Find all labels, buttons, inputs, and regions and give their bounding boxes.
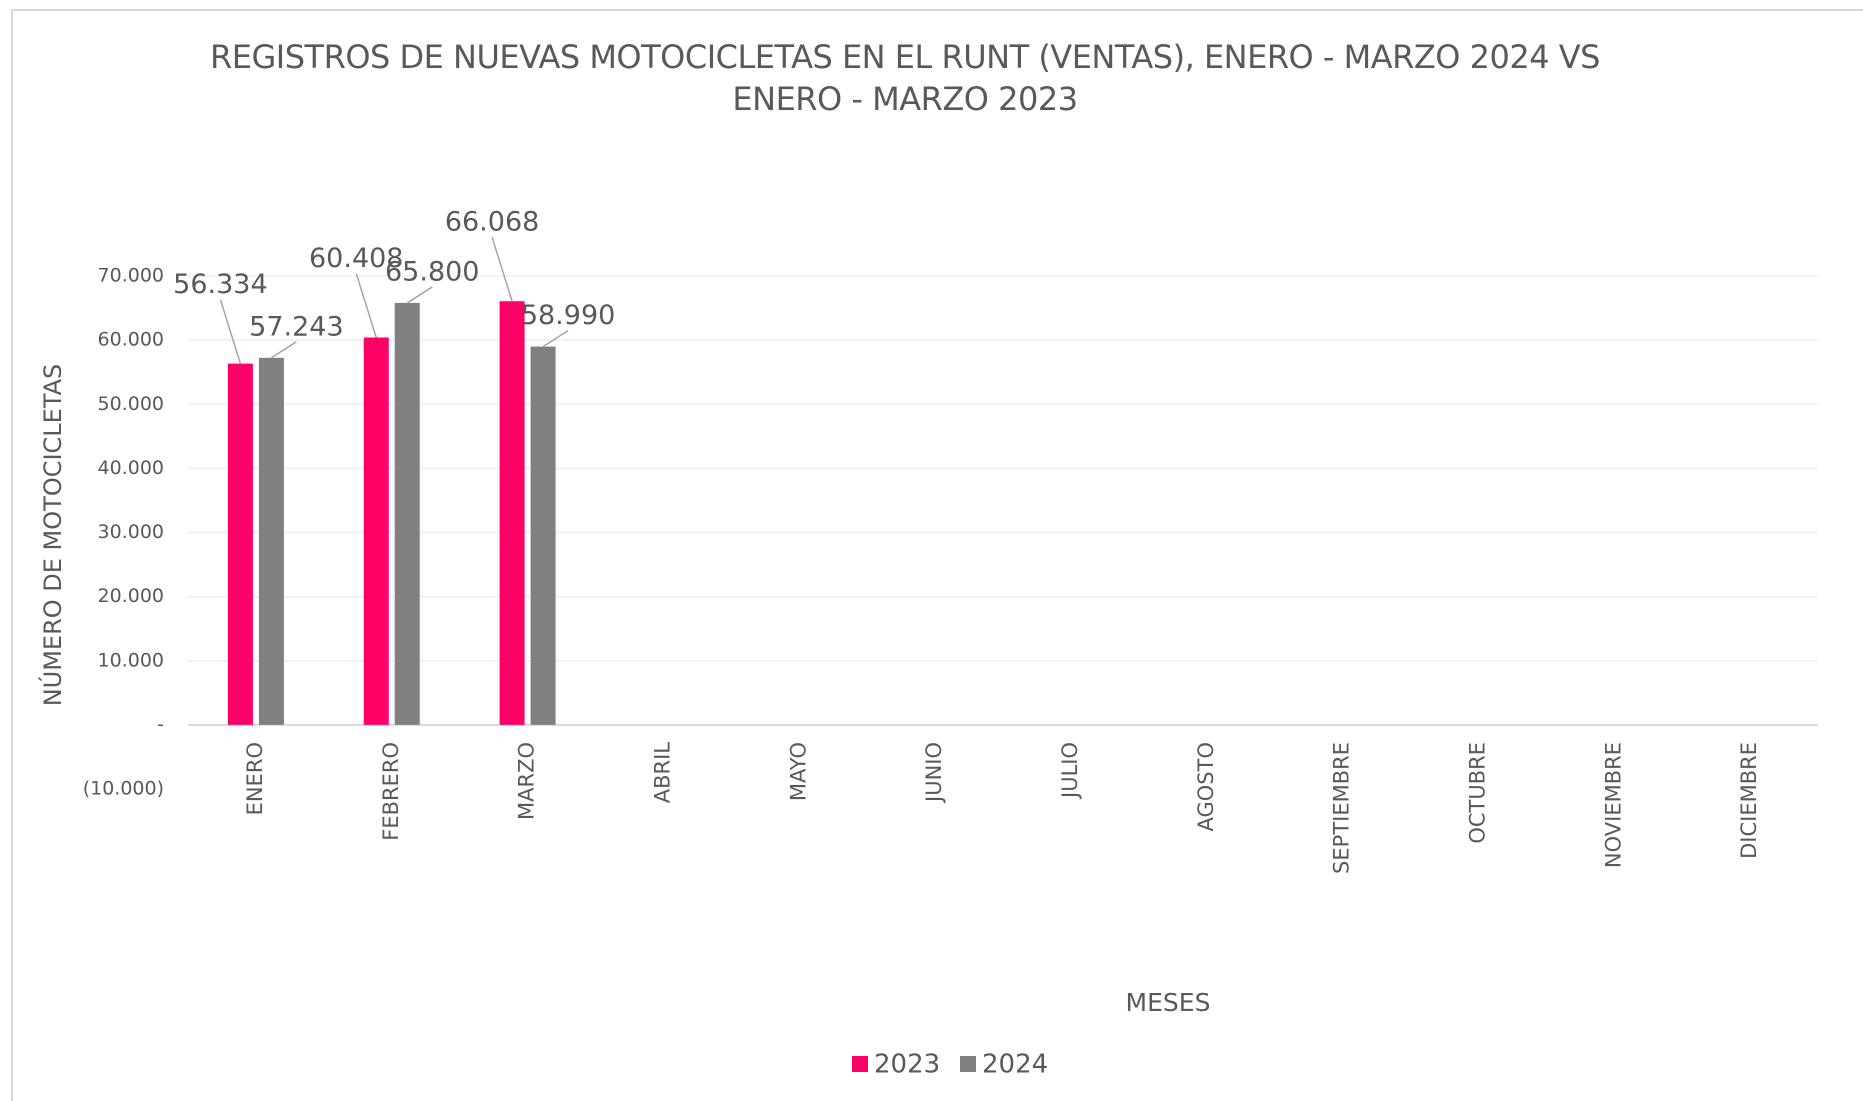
data-label: 57.243 — [249, 311, 343, 342]
y-tick-label: (10.000) — [83, 778, 164, 800]
bar — [530, 346, 556, 725]
x-tick-label: SEPTIEMBRE — [1330, 742, 1354, 874]
y-tick-label: - — [157, 713, 164, 735]
x-tick-label: MAYO — [786, 742, 810, 801]
bar — [499, 301, 525, 725]
x-tick-label: ABRIL — [650, 742, 674, 804]
x-axis-title: MESES — [1126, 988, 1211, 1017]
bar — [394, 302, 420, 725]
bar — [258, 357, 284, 725]
y-tick-label: 10.000 — [98, 649, 164, 671]
x-tick-label: JULIO — [1058, 742, 1082, 800]
y-axis-title: NÚMERO DE MOTOCICLETAS — [37, 364, 67, 707]
x-tick-label: FEBRERO — [379, 742, 403, 841]
y-tick-label: 60.000 — [98, 329, 164, 351]
data-label: 56.334 — [173, 269, 267, 300]
y-tick-label: 40.000 — [98, 457, 164, 479]
leader-line — [542, 329, 569, 348]
legend-label: 2023 — [874, 1050, 940, 1080]
bar — [227, 363, 253, 725]
x-tick-label: NOVIEMBRE — [1601, 742, 1625, 868]
legend-swatch — [852, 1056, 868, 1072]
y-tick-label: 50.000 — [98, 393, 164, 415]
leader-line — [491, 236, 513, 302]
x-tick-label: OCTUBRE — [1465, 742, 1489, 844]
y-tick-label: 70.000 — [98, 265, 164, 287]
leader-line — [406, 286, 433, 304]
legend-label: 2024 — [982, 1050, 1048, 1080]
x-tick-label: ENERO — [243, 742, 267, 815]
x-tick-label: AGOSTO — [1194, 742, 1218, 832]
legend-swatch — [960, 1056, 976, 1072]
x-tick-label: JUNIO — [922, 742, 946, 804]
data-label: 58.990 — [521, 300, 615, 331]
x-tick-label: MARZO — [515, 742, 539, 820]
leader-line — [219, 299, 242, 364]
chart-border — [11, 9, 1863, 1101]
leader-line — [271, 341, 297, 359]
bar — [363, 337, 389, 725]
x-tick-label: DICIEMBRE — [1737, 742, 1761, 859]
y-tick-label: 30.000 — [98, 521, 164, 543]
data-label: 60.408 — [309, 243, 403, 274]
chart-title: REGISTROS DE NUEVAS MOTOCICLETAS EN EL R… — [210, 38, 1600, 118]
data-label: 66.068 — [445, 207, 539, 238]
data-label: 65.800 — [385, 256, 479, 287]
leader-line — [355, 273, 377, 338]
y-tick-label: 20.000 — [98, 585, 164, 607]
